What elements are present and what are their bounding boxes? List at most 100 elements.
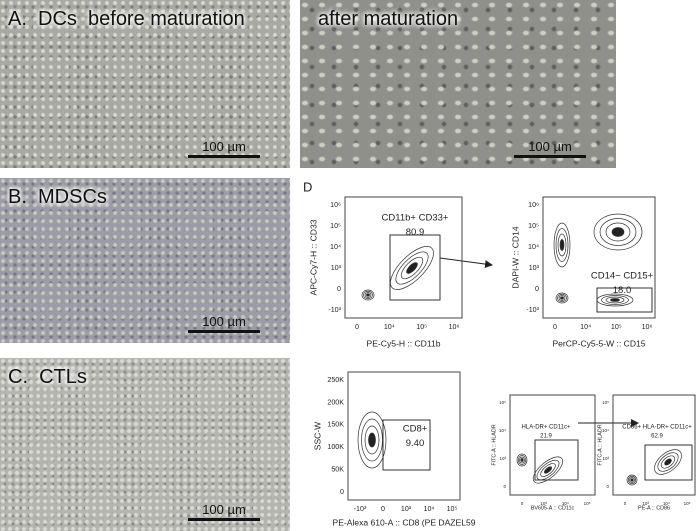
contour <box>560 296 564 300</box>
contour <box>540 463 556 477</box>
gate-value: 80.9 <box>406 227 425 238</box>
y-tick-label: 0 <box>337 285 341 293</box>
contour <box>400 256 424 280</box>
x-tick-label: 10⁴ <box>580 323 591 331</box>
y-tick-label: 0 <box>340 488 344 496</box>
y-tick-label: 10⁴ <box>330 243 341 251</box>
y-tick-label: 10³ <box>529 264 540 272</box>
y-axis-label: FITC-A :: HLADR <box>491 424 497 465</box>
gate-label: CD86+ HLA-DR+ CD11c+ <box>622 425 692 431</box>
contour <box>601 295 629 305</box>
contour <box>517 455 527 465</box>
x-axis-label: BV605-A :: CD11c <box>531 505 575 511</box>
y-tick-label: 10⁶ <box>528 201 539 209</box>
plot-frame <box>612 394 696 496</box>
contour <box>519 456 525 464</box>
contour <box>605 296 625 304</box>
y-tick-label: 0 <box>535 285 539 293</box>
gate <box>596 287 653 313</box>
panel-label: D <box>303 179 312 194</box>
y-tick-label: 10⁴ <box>528 243 539 251</box>
contour <box>593 213 643 251</box>
y-tick-label: -10³ <box>526 306 539 314</box>
panel-label: B. MDSCs <box>8 186 107 208</box>
panel-label: A. DCs before maturation <box>8 8 245 30</box>
scale-bar: 100 µm <box>188 139 260 158</box>
gate-label: CD14− CD15+ <box>591 271 654 282</box>
y-tick-label: 10⁵ <box>499 400 506 405</box>
x-tick-label: 10⁴ <box>384 323 395 331</box>
contour <box>543 466 553 474</box>
contour <box>626 474 638 486</box>
contour <box>363 290 373 300</box>
x-tick-label: 10⁵ <box>447 505 458 513</box>
contour <box>516 453 528 467</box>
contour <box>599 218 637 246</box>
y-tick-label: 250K <box>327 376 344 384</box>
y-tick-label: 10⁴ <box>499 428 506 433</box>
contour <box>368 432 376 448</box>
x-tick-label: 10⁵ <box>416 323 427 331</box>
x-tick-label: 10⁵ <box>684 501 691 506</box>
y-tick-label: 0 <box>606 484 609 489</box>
panel-label: after maturation <box>318 8 459 30</box>
x-axis-label: PE-A :: CD86 <box>638 505 670 511</box>
x-tick-label: 0 <box>521 501 524 506</box>
x-axis-label: PE-Cy5-H :: CD11b <box>367 338 441 348</box>
contour <box>406 262 418 274</box>
x-tick-label: 10⁴ <box>663 501 670 506</box>
gate-label: CD11b+ CD33+ <box>382 213 449 224</box>
y-axis-label: APC-Cy7-H :: CD33 <box>308 219 318 295</box>
y-tick-label: -10³ <box>328 306 341 314</box>
micrograph: B. MDSCs 100 µm <box>0 178 290 343</box>
y-tick-label: 10⁵ <box>602 400 609 405</box>
contour <box>361 289 375 301</box>
scale-bar: 100 µm <box>188 502 260 521</box>
panel-label: C. CTLs <box>8 366 87 388</box>
contour <box>520 458 524 462</box>
scale-bar: 100 µm <box>188 314 260 333</box>
y-axis-label: SSC-W <box>312 421 322 450</box>
x-axis-label: PerCP-Cy5-5-W :: CD15 <box>552 338 645 348</box>
contour <box>664 458 672 466</box>
x-tick-label: 10⁴ <box>424 505 435 513</box>
plot-frame <box>542 196 656 319</box>
y-tick-label: 100K <box>327 443 344 451</box>
micrograph: A. DCs before maturation 100 µm <box>0 0 290 168</box>
x-tick-label: 10⁵ <box>584 501 591 506</box>
x-tick-label: 0 <box>355 323 359 331</box>
y-tick-label: 10⁵ <box>528 222 539 230</box>
x-tick-label: -10³ <box>354 505 367 513</box>
contour <box>630 478 634 482</box>
micrograph: after maturation 100 µm <box>300 0 616 168</box>
contour <box>559 239 565 251</box>
contour <box>557 293 567 303</box>
contour <box>555 292 569 304</box>
contour <box>390 246 434 290</box>
x-tick-label: 0 <box>624 501 627 506</box>
contour <box>553 222 571 268</box>
gate <box>644 444 693 481</box>
y-axis-label: FITC-A :: HLADR <box>597 424 603 465</box>
gate-label: HLA-DR+ CD11c+ <box>522 425 571 431</box>
contour <box>654 449 682 475</box>
x-tick-label: 10⁶ <box>449 323 460 331</box>
x-tick-label: 10⁴ <box>562 501 569 506</box>
y-tick-label: 10⁵ <box>330 222 341 230</box>
gate <box>382 419 431 471</box>
contour <box>627 475 637 485</box>
contour <box>536 459 560 481</box>
arrow <box>439 257 493 269</box>
y-tick-label: 0 <box>503 484 506 489</box>
contour <box>605 222 631 242</box>
contour <box>555 228 569 262</box>
contour <box>657 452 679 472</box>
x-tick-label: 10⁶ <box>642 323 653 331</box>
plot-frame <box>509 394 596 496</box>
contour <box>558 295 566 301</box>
gate-label: CD8+ <box>403 424 428 435</box>
gate-value: 9.40 <box>406 438 425 449</box>
y-axis-label: DAPI-W :: CD14 <box>510 226 520 288</box>
plot-frame <box>347 371 461 501</box>
